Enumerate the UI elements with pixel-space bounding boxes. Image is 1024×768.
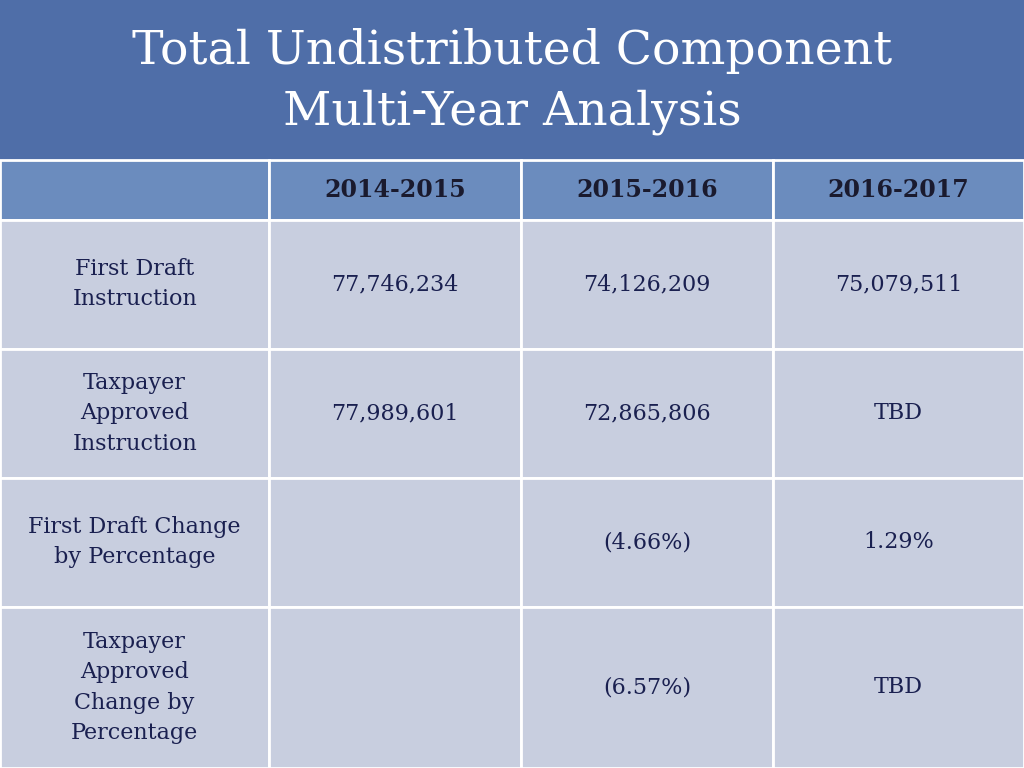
- Bar: [521, 220, 773, 349]
- Bar: [521, 607, 773, 768]
- Bar: [0, 349, 269, 478]
- Text: 2015-2016: 2015-2016: [577, 177, 718, 202]
- Bar: [773, 160, 1024, 220]
- Text: 72,865,806: 72,865,806: [584, 402, 711, 424]
- Text: Taxpayer
Approved
Change by
Percentage: Taxpayer Approved Change by Percentage: [71, 631, 199, 744]
- Text: 2014-2015: 2014-2015: [325, 177, 466, 202]
- Bar: [773, 220, 1024, 349]
- Text: First Draft
Instruction: First Draft Instruction: [73, 258, 197, 310]
- Bar: [0, 0, 1024, 160]
- Text: First Draft Change
by Percentage: First Draft Change by Percentage: [29, 516, 241, 568]
- Bar: [269, 220, 521, 349]
- Bar: [0, 160, 269, 220]
- Text: 74,126,209: 74,126,209: [584, 273, 711, 295]
- Bar: [521, 349, 773, 478]
- Bar: [0, 220, 269, 349]
- Bar: [269, 607, 521, 768]
- Bar: [269, 160, 521, 220]
- Text: (6.57%): (6.57%): [603, 677, 691, 698]
- Text: 2016-2017: 2016-2017: [827, 177, 970, 202]
- Bar: [773, 478, 1024, 607]
- Bar: [0, 478, 269, 607]
- Bar: [269, 478, 521, 607]
- Text: 77,989,601: 77,989,601: [332, 402, 459, 424]
- Bar: [521, 478, 773, 607]
- Text: TBD: TBD: [874, 677, 923, 698]
- Text: TBD: TBD: [874, 402, 923, 424]
- Bar: [521, 160, 773, 220]
- Text: Taxpayer
Approved
Instruction: Taxpayer Approved Instruction: [73, 372, 197, 455]
- Text: 75,079,511: 75,079,511: [835, 273, 963, 295]
- Text: 77,746,234: 77,746,234: [332, 273, 459, 295]
- Bar: [269, 349, 521, 478]
- Bar: [0, 607, 269, 768]
- Text: (4.66%): (4.66%): [603, 531, 691, 553]
- Text: Multi-Year Analysis: Multi-Year Analysis: [283, 89, 741, 135]
- Text: 1.29%: 1.29%: [863, 531, 934, 553]
- Bar: [773, 349, 1024, 478]
- Text: Total Undistributed Component: Total Undistributed Component: [132, 28, 892, 74]
- Bar: [773, 607, 1024, 768]
